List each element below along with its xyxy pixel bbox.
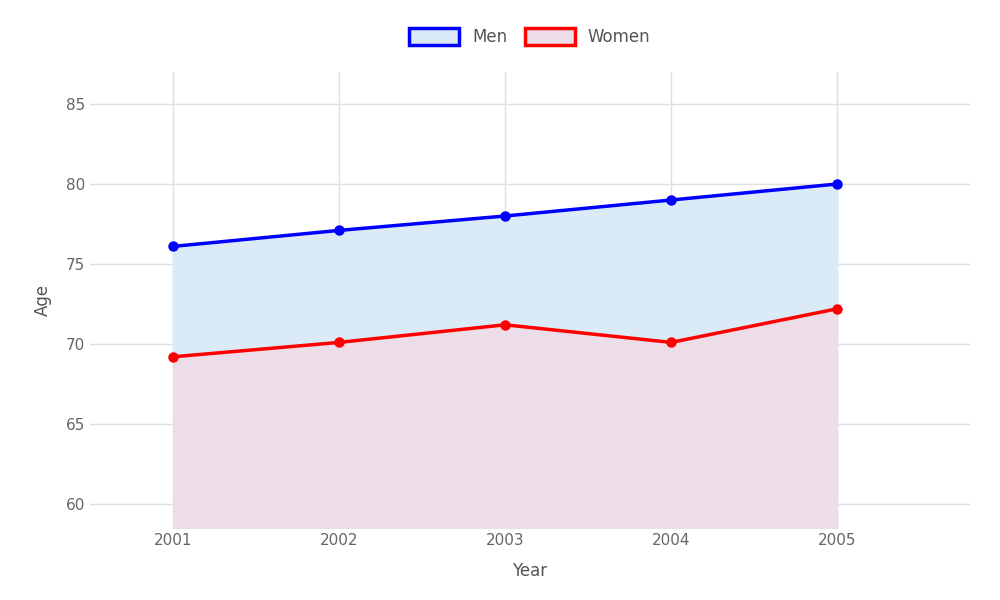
X-axis label: Year: Year bbox=[512, 562, 548, 580]
Y-axis label: Age: Age bbox=[34, 284, 52, 316]
Legend: Men, Women: Men, Women bbox=[403, 21, 657, 53]
